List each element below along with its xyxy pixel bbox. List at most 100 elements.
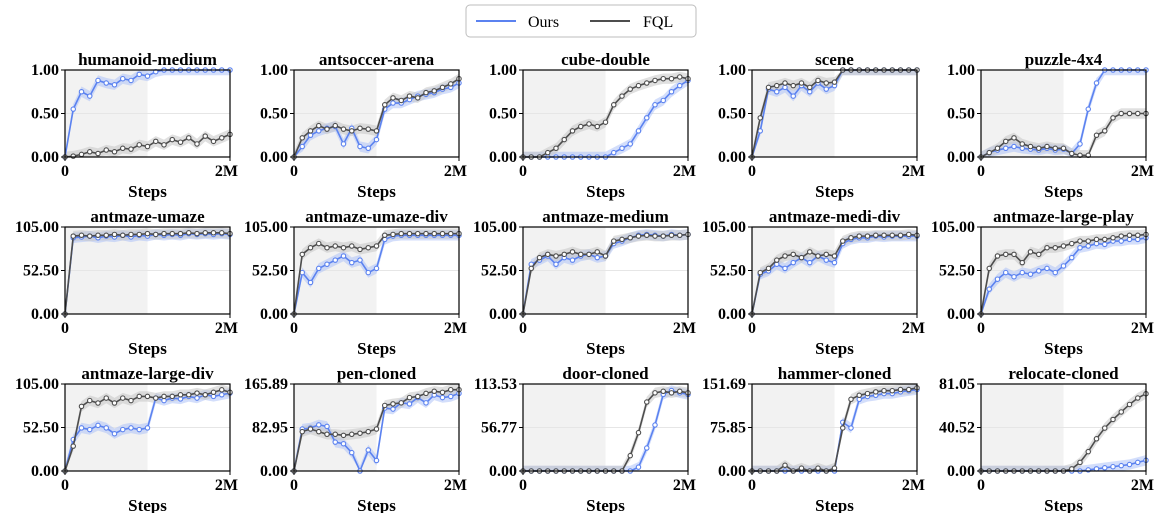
point-Ours [373, 136, 380, 143]
y-tick-label: 0.00 [489, 306, 517, 323]
x-tick-label: 2M [1131, 320, 1154, 337]
point-Ours [78, 425, 85, 431]
point-FQL [1093, 132, 1100, 139]
point-FQL [1044, 143, 1050, 150]
point-FQL [635, 429, 642, 436]
point-FQL [1093, 236, 1100, 243]
y-tick-label: 81.05 [939, 376, 975, 393]
y-tick-label: 1.00 [260, 62, 288, 79]
point-FQL [87, 233, 93, 239]
subplot-humanoid-medium: humanoid-medium 0.00 0.50 1.00 0 2M Steps [31, 50, 238, 201]
point-FQL [177, 392, 184, 398]
point-FQL [381, 102, 388, 108]
point-Ours [782, 84, 788, 91]
point-Ours [340, 253, 347, 259]
y-tick-label: 105.00 [931, 219, 975, 236]
point-FQL [897, 386, 904, 393]
subplot-cube-double: cube-double 0.00 0.50 1.00 0 2M Steps [489, 50, 696, 201]
x-tick-label: 2M [673, 477, 696, 494]
point-Ours [594, 254, 600, 261]
point-FQL [815, 253, 821, 259]
point-FQL [1027, 143, 1034, 150]
y-tick-label: 0.50 [260, 106, 288, 123]
point-FQL [1102, 128, 1108, 134]
point-FQL [1036, 145, 1042, 152]
point-Ours [332, 439, 338, 445]
band-Ours [752, 70, 917, 157]
x-tick-label: 0 [977, 477, 985, 494]
point-FQL [357, 430, 363, 436]
subplot-antmaze-umaze: antmaze-umaze 0.00 52.50 105.00 0 2M Steps [15, 207, 238, 358]
point-Ours [373, 457, 380, 464]
point-Ours [1027, 271, 1034, 277]
point-FQL [78, 151, 85, 158]
point-FQL [202, 230, 209, 236]
point-FQL [1027, 249, 1034, 255]
point-FQL [357, 246, 363, 253]
y-tick-label: 0.00 [718, 463, 746, 480]
point-FQL [299, 428, 305, 435]
point-FQL [668, 390, 675, 396]
x-axis-label: Steps [128, 339, 167, 358]
y-tick-label: 52.50 [710, 263, 746, 280]
y-tick-label: 105.00 [15, 219, 59, 236]
point-FQL [643, 80, 650, 86]
point-FQL [136, 231, 143, 238]
point-FQL [186, 230, 192, 236]
point-FQL [643, 232, 650, 239]
point-FQL [210, 230, 217, 236]
x-axis-label: Steps [586, 182, 625, 201]
point-FQL [365, 126, 371, 132]
point-FQL [186, 135, 192, 141]
point-FQL [324, 126, 330, 132]
point-FQL [897, 232, 904, 239]
point-Ours [986, 286, 992, 292]
point-FQL [87, 149, 93, 155]
point-FQL [169, 230, 176, 237]
subplot-antmaze-large-div: antmaze-large-div 0.00 52.50 105.00 0 2M Steps [15, 364, 238, 513]
point-Ours [136, 426, 143, 433]
point-FQL [177, 139, 184, 145]
point-FQL [1011, 251, 1017, 258]
point-FQL [1102, 425, 1108, 431]
y-tick-label: 0.00 [260, 149, 288, 166]
x-tick-label: 0 [748, 320, 756, 337]
y-tick-label: 52.50 [481, 263, 517, 280]
point-FQL [553, 145, 559, 152]
point-FQL [1019, 141, 1025, 147]
point-FQL [782, 80, 788, 86]
y-tick-label: 0.00 [489, 463, 517, 480]
point-Ours [128, 77, 134, 84]
point-FQL [219, 387, 225, 393]
point-FQL [660, 388, 666, 395]
y-tick-label: 1.00 [489, 62, 517, 79]
x-axis-label: Steps [1044, 496, 1083, 513]
point-Ours [357, 143, 363, 150]
point-FQL [340, 432, 347, 439]
y-tick-label: 0.00 [947, 463, 975, 480]
point-FQL [406, 230, 413, 237]
point-Ours [423, 400, 429, 406]
x-tick-label: 0 [977, 163, 985, 180]
point-Ours [1019, 269, 1025, 276]
point-FQL [406, 394, 413, 401]
point-Ours [332, 257, 338, 263]
point-Ours [823, 86, 829, 92]
y-tick-label: 56.77 [481, 420, 517, 437]
subplot-title: puzzle-4x4 [1025, 50, 1103, 69]
x-tick-label: 2M [673, 163, 696, 180]
point-FQL [881, 232, 887, 239]
point-FQL [773, 82, 780, 89]
y-tick-label: 82.95 [252, 420, 288, 437]
point-Ours [652, 102, 658, 108]
point-FQL [561, 136, 567, 143]
x-tick-label: 0 [519, 477, 527, 494]
point-FQL [1011, 135, 1017, 141]
point-FQL [856, 233, 862, 239]
y-tick-label: 151.69 [702, 376, 746, 393]
point-FQL [1126, 232, 1133, 239]
y-tick-label: 165.89 [244, 376, 288, 393]
point-FQL [169, 393, 176, 400]
y-tick-label: 52.50 [252, 263, 288, 280]
point-FQL [782, 462, 788, 469]
